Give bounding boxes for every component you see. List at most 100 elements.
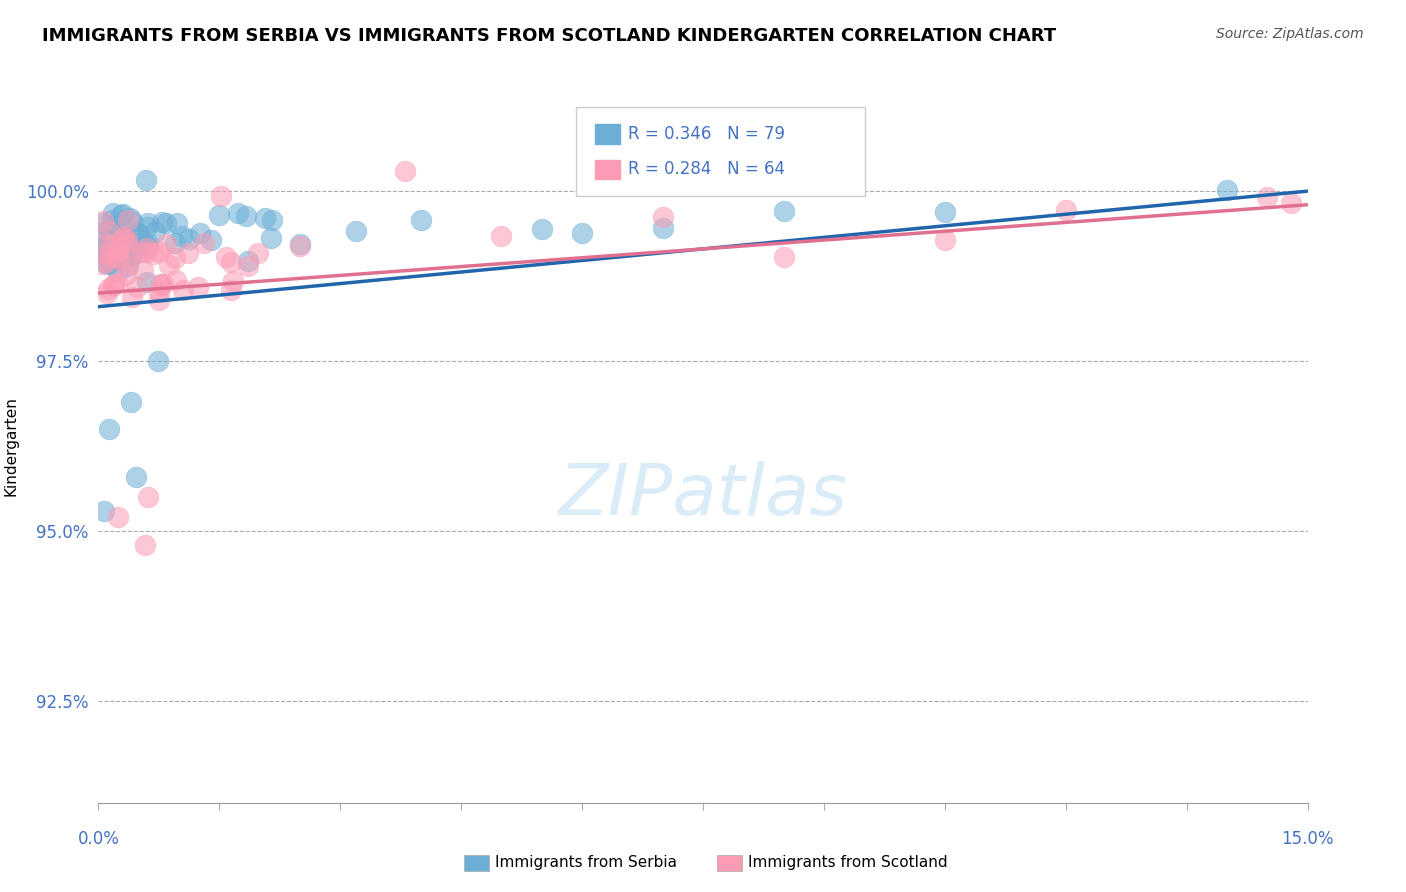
Point bbox=[193, 235, 215, 250]
Point bbox=[772, 250, 794, 264]
Point bbox=[131, 244, 153, 259]
Point bbox=[101, 250, 124, 264]
Point bbox=[127, 227, 149, 242]
Point bbox=[177, 246, 200, 260]
Point bbox=[91, 226, 114, 240]
Point bbox=[117, 213, 139, 227]
Point bbox=[97, 282, 120, 296]
Point bbox=[530, 222, 553, 236]
Point bbox=[135, 275, 157, 289]
Point bbox=[288, 238, 311, 252]
Text: Immigrants from Serbia: Immigrants from Serbia bbox=[495, 855, 676, 870]
Point bbox=[115, 237, 138, 252]
Point bbox=[260, 230, 283, 244]
Point bbox=[148, 285, 170, 299]
Point bbox=[188, 226, 211, 240]
Text: ZIPatlas: ZIPatlas bbox=[558, 461, 848, 531]
Point bbox=[108, 240, 131, 254]
Point bbox=[155, 236, 177, 251]
Point bbox=[107, 265, 129, 279]
Point bbox=[214, 250, 236, 264]
Point bbox=[117, 259, 139, 273]
Point bbox=[93, 213, 115, 227]
Point bbox=[149, 277, 172, 292]
Point bbox=[112, 230, 135, 244]
Point bbox=[142, 247, 165, 261]
Point bbox=[152, 277, 174, 291]
Point bbox=[108, 243, 131, 257]
Point bbox=[103, 277, 125, 292]
Point bbox=[1054, 202, 1077, 217]
Text: 0.0%: 0.0% bbox=[77, 830, 120, 847]
Point bbox=[571, 226, 593, 240]
Point bbox=[236, 253, 259, 268]
Point bbox=[115, 258, 138, 272]
Text: R = 0.346   N = 79: R = 0.346 N = 79 bbox=[628, 125, 786, 143]
Point bbox=[172, 228, 194, 243]
Point bbox=[127, 237, 149, 252]
Point bbox=[177, 232, 200, 246]
Point bbox=[772, 204, 794, 219]
Point bbox=[166, 216, 188, 230]
Point bbox=[136, 236, 159, 251]
Point bbox=[118, 250, 141, 264]
Point bbox=[100, 232, 122, 246]
Point bbox=[491, 229, 513, 244]
Point bbox=[114, 248, 136, 262]
Point bbox=[94, 238, 117, 252]
Point bbox=[150, 214, 173, 228]
Point bbox=[136, 490, 159, 504]
Point bbox=[148, 354, 170, 368]
Point bbox=[103, 242, 125, 256]
Point bbox=[200, 233, 222, 247]
Point bbox=[148, 245, 170, 260]
Point bbox=[101, 212, 124, 227]
Point bbox=[114, 232, 136, 246]
Point bbox=[97, 422, 120, 436]
Point bbox=[97, 236, 120, 251]
Point bbox=[1256, 190, 1278, 204]
Point bbox=[651, 210, 673, 224]
Point bbox=[288, 236, 311, 251]
Point bbox=[135, 239, 157, 253]
Point bbox=[235, 210, 257, 224]
Point bbox=[110, 247, 132, 261]
Point bbox=[163, 235, 186, 250]
Point bbox=[96, 255, 118, 269]
Point bbox=[135, 220, 157, 235]
Point bbox=[132, 263, 155, 277]
Text: R = 0.284   N = 64: R = 0.284 N = 64 bbox=[628, 161, 786, 178]
Point bbox=[165, 251, 187, 265]
Point bbox=[110, 208, 132, 222]
Point bbox=[93, 503, 115, 517]
Point bbox=[122, 247, 145, 261]
Point bbox=[1281, 196, 1303, 211]
Point bbox=[934, 205, 956, 219]
Point bbox=[114, 268, 136, 283]
Point bbox=[207, 208, 229, 222]
Point bbox=[187, 280, 209, 294]
Point bbox=[98, 224, 121, 238]
Point bbox=[135, 173, 157, 187]
Point bbox=[97, 247, 120, 261]
Point bbox=[934, 233, 956, 247]
Point bbox=[94, 251, 117, 265]
Point bbox=[108, 234, 131, 248]
Point bbox=[221, 274, 243, 288]
Point bbox=[120, 249, 142, 263]
Point bbox=[115, 233, 138, 247]
Point bbox=[100, 254, 122, 268]
Point bbox=[96, 285, 118, 300]
Point bbox=[112, 207, 135, 221]
Point bbox=[121, 214, 143, 228]
Point bbox=[91, 257, 114, 271]
Point bbox=[143, 225, 166, 239]
Point bbox=[100, 246, 122, 260]
Point bbox=[149, 277, 172, 292]
Point bbox=[129, 235, 152, 250]
Point bbox=[103, 206, 125, 220]
Point bbox=[136, 216, 159, 230]
Point bbox=[111, 232, 134, 246]
Point bbox=[107, 251, 129, 265]
Point bbox=[108, 246, 131, 260]
